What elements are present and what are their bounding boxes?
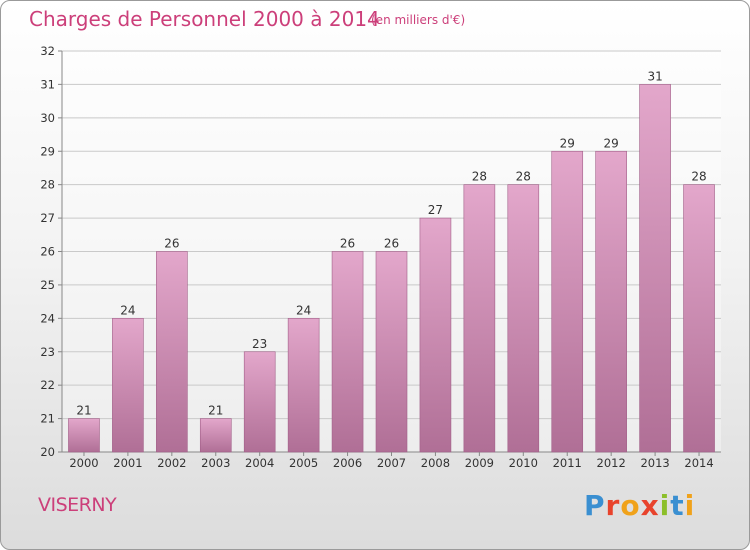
bar	[68, 418, 100, 453]
y-tick-label: 23	[40, 345, 55, 359]
bar-value-label: 28	[691, 170, 706, 184]
y-tick-label: 22	[40, 378, 55, 392]
chart-subtitle: (en milliers d'€)	[371, 13, 466, 27]
bar	[551, 150, 584, 453]
bar-value-label: 26	[340, 237, 355, 251]
bar-value-label: 28	[472, 170, 487, 184]
x-tick-label: 2004	[245, 456, 274, 470]
bar-value-label: 24	[120, 303, 135, 317]
bar	[287, 318, 320, 453]
bar-value-label: 29	[604, 136, 619, 150]
bar	[156, 251, 188, 453]
y-tick-label: 20	[40, 445, 55, 459]
x-tick-label: 2014	[684, 456, 713, 470]
y-tick-label: 29	[40, 144, 55, 158]
logo-letter: x	[640, 489, 660, 522]
bar-value-label: 29	[560, 136, 575, 150]
x-tick-label: 2007	[377, 456, 406, 470]
bar	[463, 184, 496, 453]
y-tick-label: 27	[40, 211, 55, 225]
bar	[595, 150, 627, 453]
bar-value-label: 26	[164, 237, 179, 251]
logo-letter: P	[584, 489, 606, 522]
bar-value-label: 28	[516, 170, 531, 184]
bar	[507, 184, 540, 453]
bar-value-label: 31	[647, 69, 662, 83]
x-tick-label: 2003	[201, 456, 230, 470]
y-tick-label: 31	[40, 77, 55, 91]
x-tick-label: 2002	[157, 456, 186, 470]
place-name: VISERNY	[38, 494, 117, 516]
logo-letter: t	[670, 489, 685, 522]
x-tick-label: 2008	[421, 456, 450, 470]
bar-value-label: 27	[428, 203, 443, 217]
x-tick-label: 2006	[333, 456, 362, 470]
chart-title: Charges de Personnel 2000 à 2014	[29, 7, 380, 31]
x-tick-label: 2001	[113, 456, 142, 470]
y-tick-label: 24	[40, 311, 55, 325]
bar	[419, 217, 452, 453]
x-tick-label: 2010	[509, 456, 538, 470]
proxiti-logo: Proxiti	[584, 489, 695, 522]
bar-value-label: 21	[76, 404, 91, 418]
x-tick-label: 2012	[597, 456, 626, 470]
bar	[375, 251, 408, 453]
y-tick-label: 32	[40, 44, 55, 58]
bar-value-label: 23	[252, 337, 267, 351]
y-tick-label: 25	[40, 278, 55, 292]
x-tick-label: 2009	[465, 456, 494, 470]
logo-letter: o	[620, 489, 641, 522]
y-tick-label: 30	[40, 111, 55, 125]
y-tick-label: 28	[40, 178, 55, 192]
x-tick-label: 2013	[640, 456, 669, 470]
bar	[243, 351, 276, 453]
bar	[683, 184, 715, 453]
bar-value-label: 24	[296, 303, 311, 317]
logo-letter: r	[605, 489, 621, 522]
y-tick-label: 21	[40, 412, 55, 426]
y-tick-label: 26	[40, 245, 55, 259]
bar-value-label: 26	[384, 237, 399, 251]
bar	[331, 251, 364, 453]
bar-value-label: 21	[208, 404, 223, 418]
x-tick-label: 2000	[69, 456, 98, 470]
bar	[639, 84, 671, 453]
bar	[112, 318, 144, 453]
x-tick-label: 2005	[289, 456, 318, 470]
x-tick-label: 2011	[553, 456, 582, 470]
logo-letter: i	[684, 489, 696, 522]
logo-letter: i	[659, 489, 671, 522]
bar	[199, 418, 232, 453]
